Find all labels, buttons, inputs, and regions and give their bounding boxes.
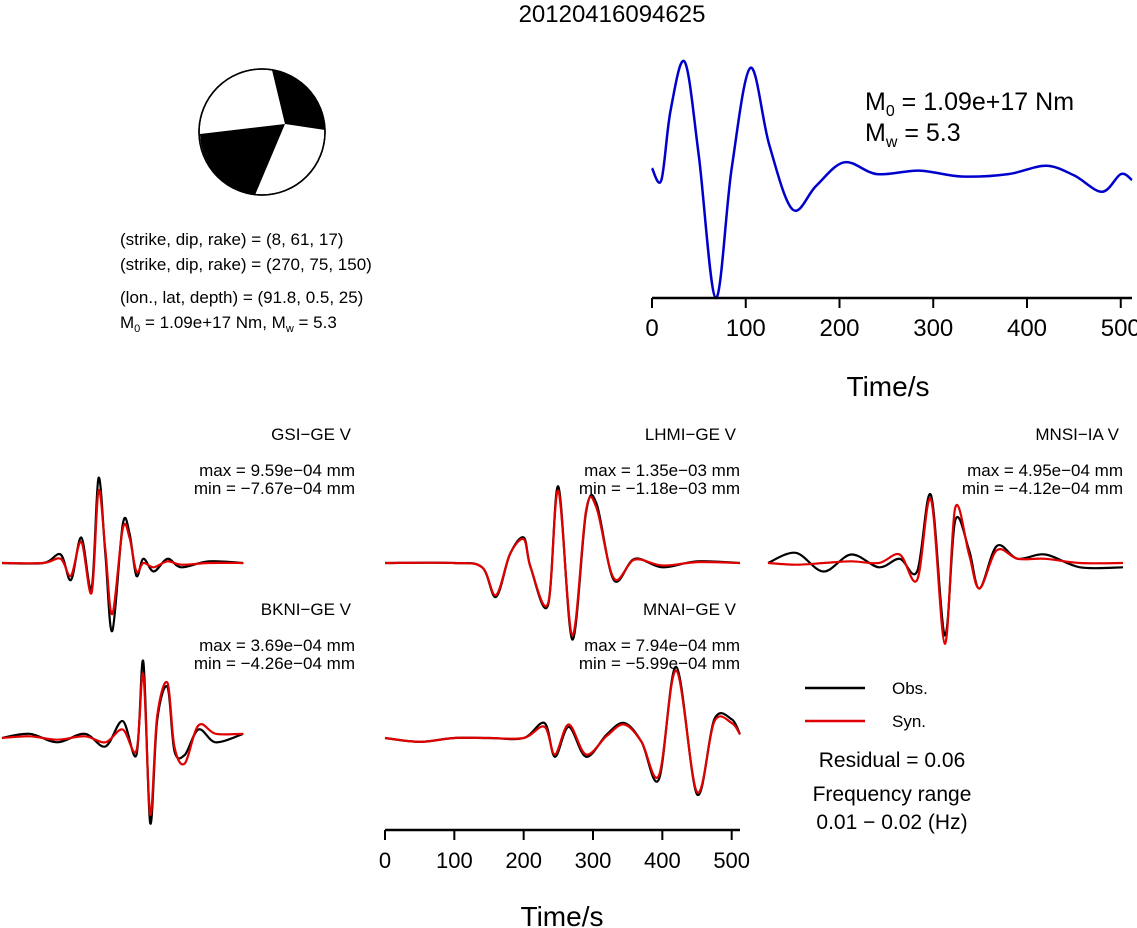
wave-x-tick-label-1: 100 <box>436 848 473 873</box>
focal-mechanism-beachball <box>198 68 326 196</box>
min-amplitude: min = −7.67e−04 mm <box>194 479 355 498</box>
synthetic-trace <box>1 489 244 616</box>
waveform-x-axis-label: Time/s <box>521 901 604 928</box>
station-name: BKNI−GE V <box>261 600 352 619</box>
source-time-function-plot: 0 100 200 300 400 500 <box>645 59 1137 342</box>
stf-x-tick-label-1: 100 <box>726 315 766 342</box>
wave-x-tick-label-3: 300 <box>575 848 612 873</box>
min-amplitude: min = −4.26e−04 mm <box>194 654 355 673</box>
min-amplitude: min = −5.99e−04 mm <box>579 654 740 673</box>
frequency-range-title: Frequency range <box>813 783 972 806</box>
stf-x-tick-label-3: 300 <box>913 315 953 342</box>
station-name: MNSI−IA V <box>1035 425 1119 444</box>
observed-trace <box>1 476 244 633</box>
synthetic-trace <box>384 489 741 637</box>
mechanism-line-1: (strike, dip, rake) = (8, 61, 17) <box>120 230 343 249</box>
observed-trace <box>767 493 1124 637</box>
station-name: LHMI−GE V <box>645 425 737 444</box>
min-amplitude: min = −4.12e−04 mm <box>962 479 1123 498</box>
wave-x-tick-label-0: 0 <box>379 848 391 873</box>
max-amplitude: max = 4.95e−04 mm <box>967 461 1123 480</box>
beachball-compressional-quadrant-sw <box>200 124 285 195</box>
synthetic-trace <box>767 497 1124 645</box>
wave-x-tick-label-4: 400 <box>644 848 681 873</box>
stf-x-tick-label-5: 500 <box>1101 315 1137 342</box>
stf-x-tick-label-0: 0 <box>645 315 658 342</box>
mechanism-line-2: (strike, dip, rake) = (270, 75, 150) <box>120 255 372 274</box>
max-amplitude: max = 1.35e−03 mm <box>584 461 740 480</box>
legend-syn-label: Syn. <box>892 712 926 731</box>
synthetic-trace <box>1 672 244 816</box>
min-amplitude: min = −1.18e−03 mm <box>579 479 740 498</box>
mechanism-moment-line: M0 = 1.09e+17 Nm, Mw = 5.3 <box>120 313 337 335</box>
figure-title: 20120416094625 <box>519 1 706 28</box>
residual-text: Residual = 0.06 <box>819 749 966 772</box>
max-amplitude: max = 9.59e−04 mm <box>199 461 355 480</box>
legend: Obs. Syn. <box>805 679 928 731</box>
stf-m0-label: M0 = 1.09e+17 Nm <box>865 88 1074 120</box>
observed-trace <box>1 659 244 825</box>
beachball-compressional-quadrant-ne <box>272 70 325 130</box>
mechanism-line-3: (lon., lat, depth) = (91.8, 0.5, 25) <box>120 288 363 307</box>
stf-line <box>650 59 1133 300</box>
stf-x-tick-label-4: 400 <box>1007 315 1047 342</box>
station-name: GSI−GE V <box>271 425 351 444</box>
stf-mw-label: Mw = 5.3 <box>865 119 961 151</box>
stf-x-axis-label: Time/s <box>847 371 930 402</box>
frequency-range-value: 0.01 − 0.02 (Hz) <box>816 811 967 834</box>
max-amplitude: max = 7.94e−04 mm <box>584 636 740 655</box>
station-name: MNAI−GE V <box>643 600 737 619</box>
stf-x-tick-label-2: 200 <box>819 315 859 342</box>
legend-obs-label: Obs. <box>892 679 928 698</box>
wave-x-tick-label-5: 500 <box>713 848 750 873</box>
wave-x-tick-label-2: 200 <box>505 848 542 873</box>
max-amplitude: max = 3.69e−04 mm <box>199 636 355 655</box>
synthetic-trace <box>384 669 741 794</box>
